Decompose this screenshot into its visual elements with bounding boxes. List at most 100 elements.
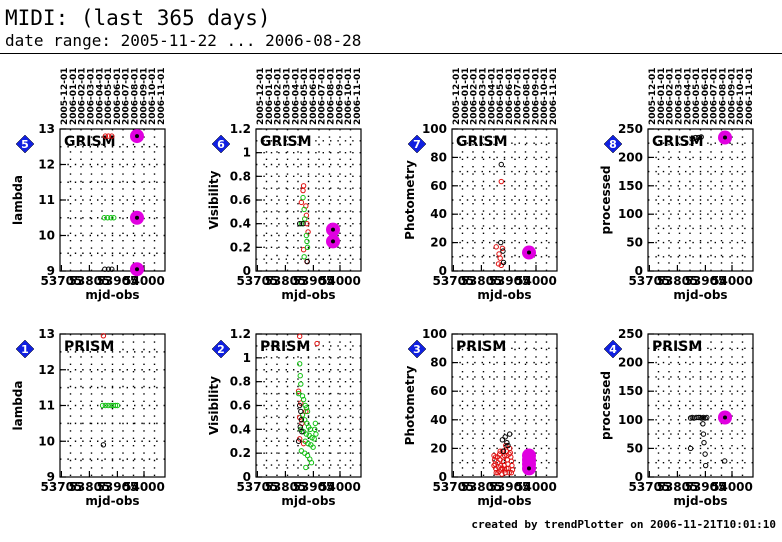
- y-tick-label: 0: [635, 264, 643, 278]
- data-point: [496, 451, 503, 457]
- y-tick-label: 20: [430, 236, 447, 250]
- data-point: [303, 464, 309, 471]
- data-point: [302, 216, 308, 222]
- panel-badge: [603, 134, 623, 154]
- highlight-point-center: [135, 267, 139, 272]
- data-point: [102, 133, 109, 139]
- data-point: [310, 444, 316, 450]
- panel-badge-number: 2: [217, 343, 225, 356]
- y-tick-label: 0.2: [230, 240, 251, 254]
- data-point: [300, 183, 307, 189]
- y-tick-label: 80: [430, 356, 447, 370]
- date-range-label: date range: 2005-11-22 ... 2006-08-28: [5, 31, 362, 50]
- date-tick-label: 2006-05-01: [692, 67, 702, 125]
- data-point: [111, 215, 117, 221]
- date-tick-label: 2006-11-01: [549, 67, 559, 125]
- data-point: [105, 133, 112, 139]
- data-point: [300, 220, 306, 227]
- date-tick-label: 2006-06-01: [113, 67, 123, 125]
- data-point: [506, 451, 512, 457]
- data-point: [687, 445, 694, 452]
- date-tick-label: 2006-06-01: [309, 67, 319, 125]
- data-point: [300, 247, 307, 253]
- data-point: [698, 134, 704, 140]
- data-point: [304, 244, 311, 251]
- data-point: [299, 393, 306, 399]
- y-tick-label: 0: [439, 470, 447, 484]
- date-tick-label: 2006-02-01: [78, 67, 88, 125]
- data-point: [303, 232, 310, 239]
- date-tick-label: 2006-08-01: [131, 67, 141, 125]
- y-tick-label: 13: [38, 327, 55, 341]
- data-point: [313, 431, 319, 437]
- data-point: [295, 438, 302, 444]
- data-point: [308, 460, 315, 466]
- x-tick-label: 54000: [711, 274, 753, 288]
- footer-credit: created by trendPlotter on 2006-11-21T10…: [471, 518, 776, 531]
- x-tick-label: 53705: [629, 274, 671, 288]
- y-tick-label: 0.8: [230, 169, 251, 183]
- date-tick-label: 2006-09-01: [335, 67, 345, 125]
- data-point: [702, 462, 709, 469]
- date-tick-label: 2006-10-01: [540, 67, 550, 125]
- y-tick-label: 80: [430, 150, 447, 164]
- data-point: [299, 429, 305, 435]
- data-point: [304, 408, 311, 415]
- data-point: [509, 462, 515, 469]
- data-point: [500, 248, 506, 254]
- data-point: [296, 402, 303, 409]
- y-tick-label: 60: [430, 179, 447, 193]
- y-tick-label: 0: [635, 470, 643, 484]
- panel-badge-number: 6: [217, 138, 225, 151]
- data-point: [499, 437, 506, 443]
- data-point: [300, 187, 306, 194]
- data-point: [312, 426, 318, 433]
- panel-badge: [407, 134, 427, 154]
- data-point: [498, 239, 504, 246]
- y-axis-label: Visibility: [207, 170, 221, 229]
- highlight-point-center: [723, 135, 727, 140]
- y-tick-label: 0.8: [230, 375, 251, 389]
- data-point: [101, 215, 107, 221]
- x-tick-label: 54000: [711, 480, 753, 494]
- data-point: [102, 402, 109, 409]
- data-point: [295, 390, 302, 397]
- date-tick-label: 2005-12-01: [452, 67, 462, 125]
- y-tick-label: 0.2: [230, 446, 251, 460]
- date-tick-label: 2005-12-01: [256, 67, 266, 125]
- data-point: [504, 465, 510, 472]
- x-tick-label: 54000: [123, 274, 165, 288]
- y-tick-label: 40: [430, 413, 447, 427]
- data-point: [301, 206, 307, 213]
- data-point: [297, 424, 303, 430]
- x-tick-label: 53705: [629, 480, 671, 494]
- y-tick-label: 12: [38, 158, 55, 172]
- data-point: [298, 408, 304, 415]
- y-tick-label: 100: [422, 327, 447, 341]
- plot-title: GRISM: [64, 134, 116, 150]
- y-tick-label: 1.2: [230, 122, 251, 136]
- date-tick-label: 2006-07-01: [710, 67, 720, 125]
- date-tick-label: 2006-08-01: [719, 67, 729, 125]
- y-tick-label: 1.2: [230, 327, 251, 341]
- plot-frame: [647, 333, 754, 478]
- date-tick-label: 2005-12-01: [648, 67, 658, 125]
- data-point: [695, 134, 702, 141]
- plot-title: PRISM: [64, 339, 114, 355]
- plot-title: PRISM: [652, 339, 702, 355]
- plot-title: PRISM: [456, 339, 506, 355]
- data-point: [296, 333, 303, 340]
- data-point: [305, 440, 311, 447]
- y-axis-label: Visibility: [207, 376, 221, 435]
- y-tick-label: 12: [38, 363, 55, 377]
- x-tick-label: 53705: [41, 480, 83, 494]
- date-tick-label: 2006-04-01: [95, 67, 105, 125]
- y-tick-label: 1: [243, 146, 251, 160]
- panel-badge-number: 4: [609, 343, 617, 356]
- data-point: [303, 431, 310, 437]
- data-point: [495, 261, 502, 267]
- plot-title: GRISM: [260, 134, 312, 150]
- x-axis-label: mjd-obs: [477, 288, 531, 302]
